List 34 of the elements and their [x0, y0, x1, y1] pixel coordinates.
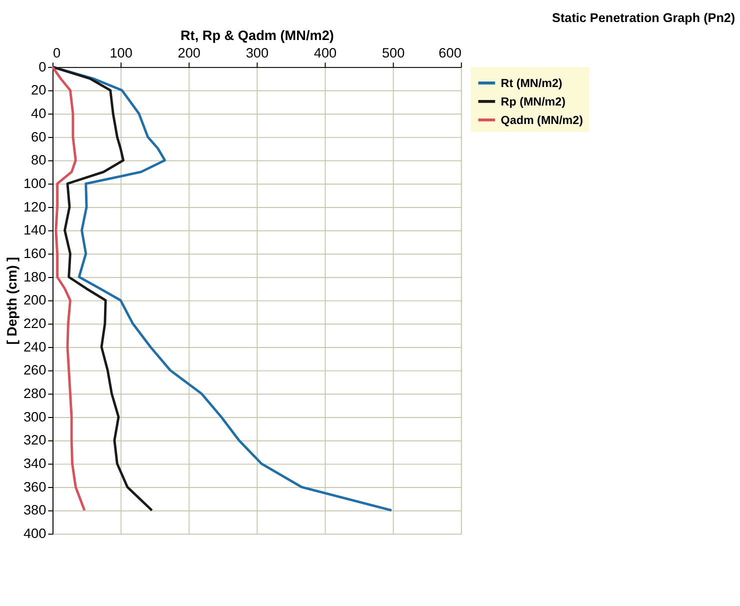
y-tick-label: 320 — [23, 432, 47, 448]
y-tick-label: 80 — [31, 152, 47, 168]
y-tick-label: 120 — [23, 199, 47, 214]
y-tick-label: 160 — [23, 246, 47, 262]
y-tick-label: 260 — [23, 362, 47, 378]
text: Static Penetration Graph (Pn2) — [552, 11, 736, 26]
y-tick-label: 60 — [31, 129, 47, 144]
legend-label: Rp (MN/m2) — [500, 95, 566, 108]
x-tick-label: 600 — [438, 46, 462, 61]
x-tick-label: 0 — [52, 46, 61, 61]
legend-label: Qadm (MN/m2) — [500, 114, 584, 127]
x-tick-label: 300 — [246, 46, 269, 61]
x-tick-label: 100 — [110, 46, 133, 61]
y-tick-label: 360 — [23, 479, 47, 494]
y-tick-label: 140 — [23, 222, 47, 238]
y-tick-label: 280 — [23, 386, 47, 402]
y-tick-label: 220 — [23, 316, 47, 332]
legend-label: Rt (MN/m2) — [500, 76, 562, 90]
x-axis-title: Rt, Rp & Qadm (MN/m2) — [180, 28, 334, 44]
x-tick-label: 500 — [382, 46, 406, 61]
y-tick-label: 300 — [23, 409, 47, 424]
x-tick-label: 400 — [314, 46, 338, 61]
y-tick-label: 380 — [23, 502, 47, 518]
x-tick-label: 200 — [178, 46, 201, 61]
y-tick-label: 100 — [23, 176, 47, 192]
y-tick-label: 400 — [23, 526, 47, 542]
y-tick-label: 340 — [23, 456, 47, 472]
y-tick-label: 0 — [38, 59, 47, 74]
y-tick-label: 240 — [23, 339, 47, 354]
y-axis-title: [ Depth (cm) ] — [4, 256, 20, 345]
y-tick-label: 20 — [31, 82, 47, 98]
y-tick-label: 200 — [23, 292, 47, 308]
y-tick-label: 180 — [23, 269, 47, 284]
y-tick-label: 40 — [31, 106, 47, 121]
